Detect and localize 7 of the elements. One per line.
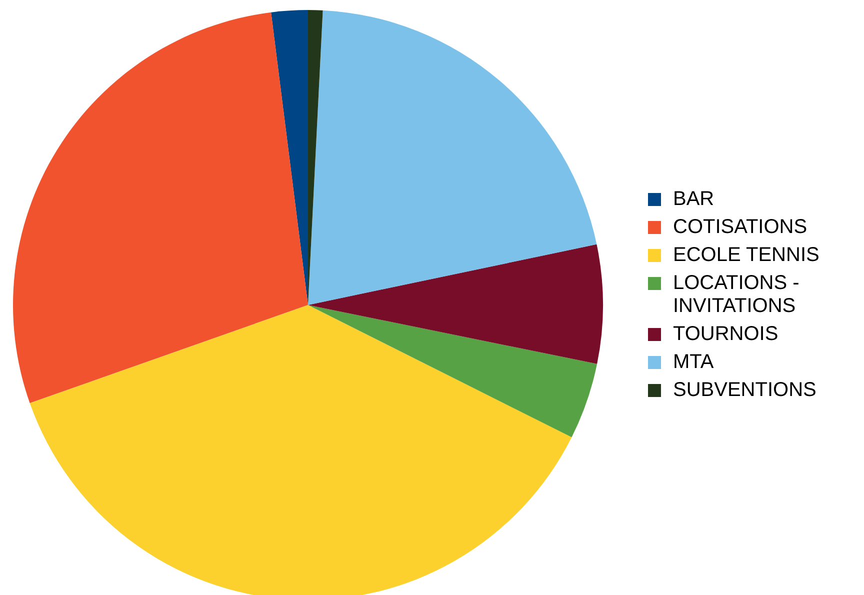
legend-label: TOURNOIS xyxy=(673,323,780,346)
legend-label: ECOLE TENNIS xyxy=(673,244,820,267)
legend-label: BAR xyxy=(673,188,716,211)
legend-label: SUBVENTIONS xyxy=(673,379,818,402)
legend-label: COTISATIONS xyxy=(673,216,808,239)
legend-label: LOCATIONS -INVITATIONS xyxy=(673,272,800,318)
legend-label: MTA xyxy=(673,351,715,374)
